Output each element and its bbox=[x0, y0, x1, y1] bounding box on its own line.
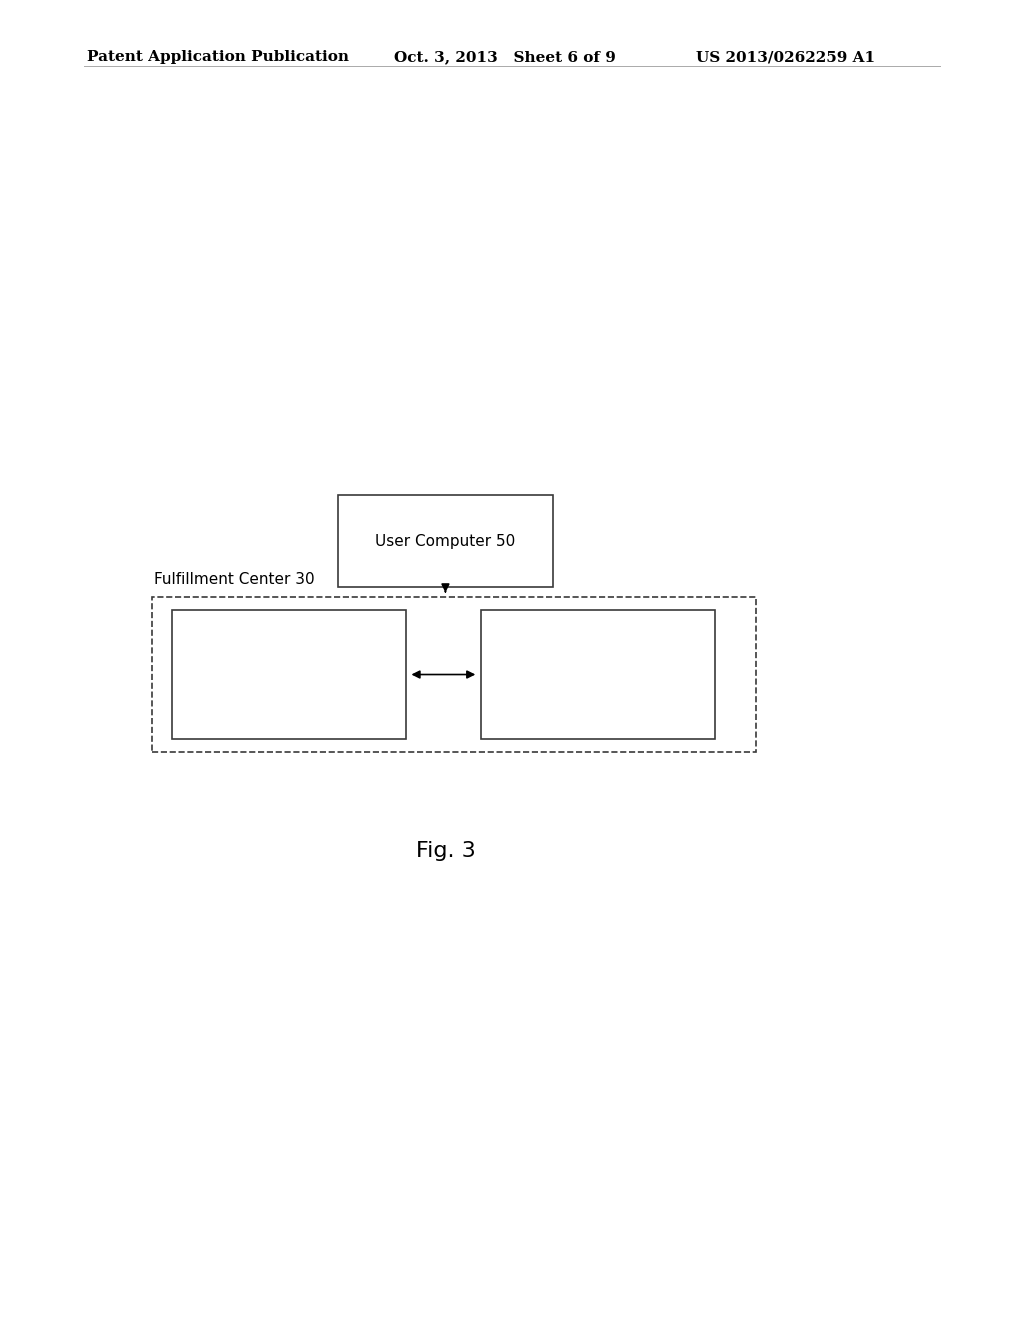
Bar bbox=[481, 610, 715, 739]
Text: User Computer 50: User Computer 50 bbox=[376, 533, 515, 549]
Text: Fulfillment Center 30: Fulfillment Center 30 bbox=[154, 573, 314, 587]
Bar bbox=[338, 495, 553, 587]
Bar bbox=[152, 597, 756, 752]
Text: Patent Application Publication: Patent Application Publication bbox=[87, 50, 349, 65]
Text: Fig. 3: Fig. 3 bbox=[416, 841, 475, 862]
Text: Fulfillment Platform 31: Fulfillment Platform 31 bbox=[202, 667, 376, 682]
Bar bbox=[172, 610, 406, 739]
Text: Production Center 32: Production Center 32 bbox=[517, 667, 679, 682]
Text: US 2013/0262259 A1: US 2013/0262259 A1 bbox=[696, 50, 876, 65]
Text: Oct. 3, 2013   Sheet 6 of 9: Oct. 3, 2013 Sheet 6 of 9 bbox=[394, 50, 616, 65]
